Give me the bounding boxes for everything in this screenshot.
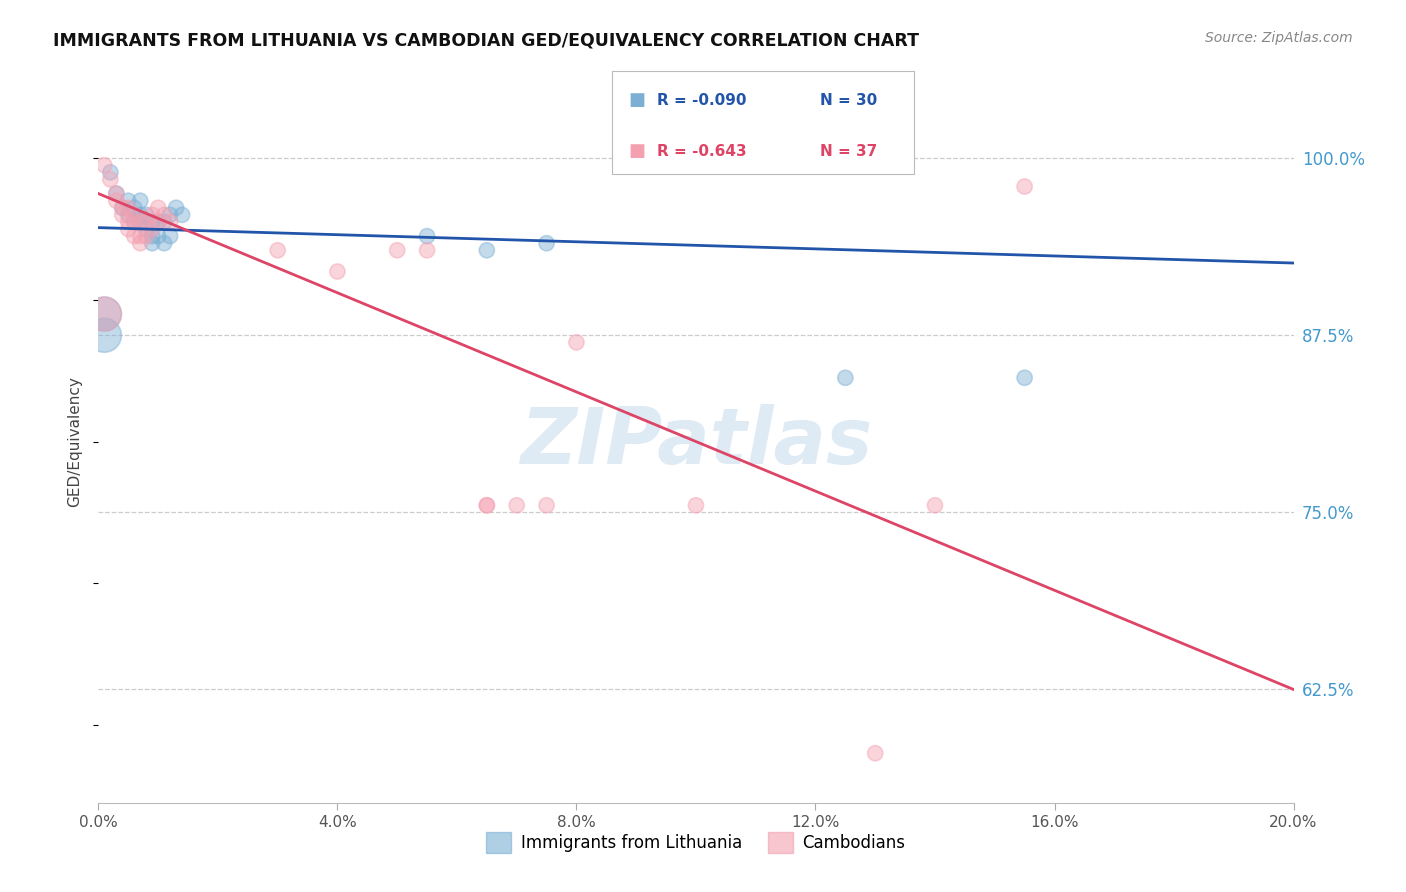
Point	[159, 208, 181, 222]
Point	[141, 208, 163, 222]
Point	[117, 208, 139, 222]
Point	[536, 236, 558, 251]
Point	[111, 201, 134, 215]
Point	[416, 244, 439, 258]
Point	[93, 307, 115, 321]
Point	[148, 201, 170, 215]
Point	[117, 194, 139, 208]
Point	[135, 215, 157, 229]
Point	[124, 215, 146, 229]
Legend: Immigrants from Lithuania, Cambodians: Immigrants from Lithuania, Cambodians	[479, 826, 912, 860]
Point	[153, 236, 176, 251]
Text: N = 37: N = 37	[820, 144, 877, 159]
Point	[153, 208, 176, 222]
Point	[93, 158, 115, 172]
Point	[685, 498, 707, 512]
Point	[129, 215, 152, 229]
Text: Source: ZipAtlas.com: Source: ZipAtlas.com	[1205, 31, 1353, 45]
Text: N = 30: N = 30	[820, 93, 877, 108]
Point	[159, 229, 181, 244]
Point	[124, 208, 146, 222]
Point	[117, 201, 139, 215]
Point	[148, 215, 170, 229]
Point	[153, 215, 176, 229]
Point	[475, 498, 498, 512]
Point	[105, 186, 128, 201]
Point	[135, 222, 157, 236]
Point	[129, 236, 152, 251]
Point	[416, 229, 439, 244]
Point	[129, 215, 152, 229]
Point	[159, 215, 181, 229]
Point	[172, 208, 194, 222]
Point	[1014, 179, 1036, 194]
Point	[105, 194, 128, 208]
Point	[111, 208, 134, 222]
Point	[135, 208, 157, 222]
Point	[506, 498, 529, 512]
Point	[93, 307, 115, 321]
Point	[124, 201, 146, 215]
Point	[105, 186, 128, 201]
Text: R = -0.090: R = -0.090	[657, 93, 747, 108]
Text: ■: ■	[628, 143, 645, 161]
Point	[141, 215, 163, 229]
Point	[148, 229, 170, 244]
Point	[267, 244, 290, 258]
Point	[111, 201, 134, 215]
Text: ZIPatlas: ZIPatlas	[520, 403, 872, 480]
Point	[98, 172, 122, 186]
Point	[475, 498, 498, 512]
Point	[141, 229, 163, 244]
Point	[165, 201, 187, 215]
Point	[536, 498, 558, 512]
Point	[129, 208, 152, 222]
Point	[834, 371, 856, 385]
Y-axis label: GED/Equivalency: GED/Equivalency	[67, 376, 83, 507]
Point	[117, 222, 139, 236]
Point	[93, 328, 115, 343]
Point	[141, 236, 163, 251]
Text: IMMIGRANTS FROM LITHUANIA VS CAMBODIAN GED/EQUIVALENCY CORRELATION CHART: IMMIGRANTS FROM LITHUANIA VS CAMBODIAN G…	[53, 31, 920, 49]
Point	[141, 222, 163, 236]
Point	[924, 498, 946, 512]
Point	[124, 229, 146, 244]
Point	[129, 194, 152, 208]
Point	[124, 215, 146, 229]
Point	[129, 229, 152, 244]
Point	[98, 165, 122, 179]
Point	[565, 335, 588, 350]
Text: ■: ■	[628, 91, 645, 109]
Point	[475, 244, 498, 258]
Point	[135, 229, 157, 244]
Point	[117, 215, 139, 229]
Point	[148, 215, 170, 229]
Text: R = -0.643: R = -0.643	[657, 144, 747, 159]
Point	[1014, 371, 1036, 385]
Point	[326, 264, 349, 278]
Point	[385, 244, 409, 258]
Point	[865, 746, 887, 760]
